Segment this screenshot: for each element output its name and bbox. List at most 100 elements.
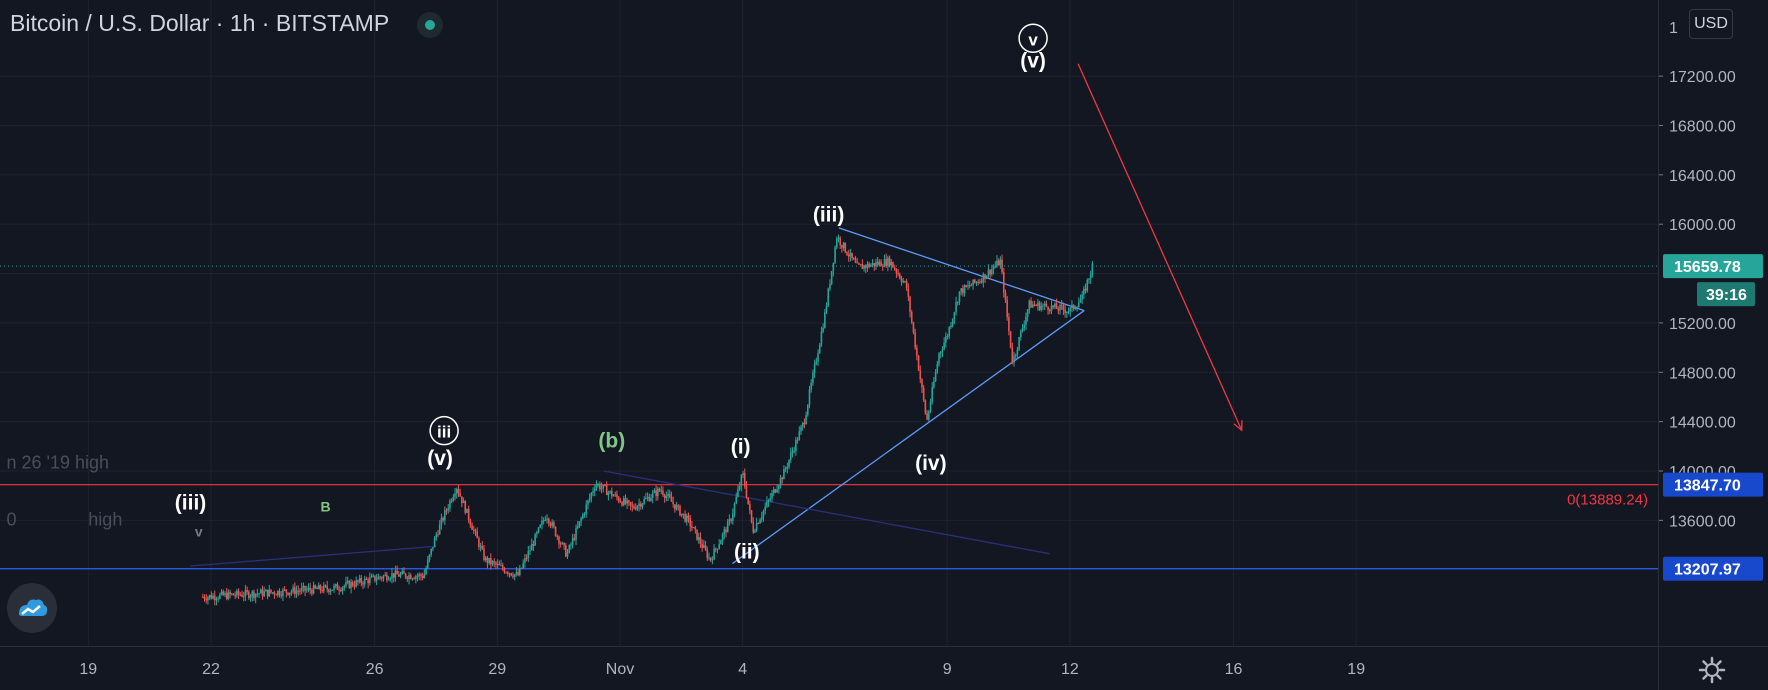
candle-body [294,587,296,595]
candlestick [542,517,545,525]
currency-button[interactable]: USD [1689,9,1733,39]
settings-gear-icon[interactable] [1697,655,1727,685]
candle-body [278,590,281,596]
candlestick [665,491,668,502]
candle-body [958,291,961,303]
candlestick [522,559,525,570]
candlestick [960,288,962,296]
candlestick [343,584,346,591]
candle-body [677,505,680,507]
symbol-title[interactable]: Bitcoin / U.S. Dollar · 1h · BITSTAMP [10,10,390,36]
candlestick [650,494,652,502]
candlestick [1008,312,1010,336]
candle-body [396,570,398,575]
candle-body [772,489,775,494]
projection-arrow-head [1233,420,1243,432]
candlestick [336,582,339,590]
candle-body [784,468,787,470]
candle-body [979,281,981,283]
candlestick [742,470,744,479]
candle-body [977,281,980,283]
candlestick [704,540,707,551]
candlestick [718,539,720,550]
wave-label: (ii) [734,541,760,564]
price-axis-tick: 15200.00 [1658,316,1736,333]
level-badge-blue-line: 13207.97 [1663,556,1763,581]
candle-body [377,576,380,580]
wave-label: (v) [1020,49,1046,72]
candle-body [1035,305,1037,307]
candlestick [1050,300,1053,315]
candle-body [808,389,811,405]
candle-body [735,496,738,504]
tradingview-logo-icon[interactable] [7,583,57,633]
candlestick [815,357,818,366]
candlestick [565,543,567,558]
candlestick [963,284,966,297]
candlestick [321,585,323,593]
candlestick [1052,305,1054,310]
candle-body [1004,292,1007,301]
drawing-label-faded: 0 [7,509,17,529]
candle-body [225,593,228,599]
candlestick [805,411,807,425]
candlestick [205,594,208,604]
candlestick [703,539,705,549]
candlestick [861,259,864,269]
candle-body [559,543,562,545]
candlestick [401,567,404,575]
candle-body [265,589,267,592]
candle-body [755,523,758,531]
candlestick [680,513,683,518]
candle-body [686,515,688,522]
candlestick [440,513,443,530]
candlestick [304,585,306,597]
candle-body [277,590,279,596]
candle-body [629,502,632,506]
candlestick [576,520,579,530]
candle-body [338,589,340,591]
candlestick [219,592,221,600]
candle-body [622,498,625,506]
candle-body [1023,324,1026,329]
candlestick [696,529,698,541]
candlestick [847,249,850,262]
candlestick [220,588,223,596]
price-tick-label: 17200.00 [1669,69,1736,86]
candlestick [370,573,373,578]
candle-body [912,322,915,333]
candle-body [604,484,606,486]
candle-body [921,379,923,388]
candlestick [733,502,736,518]
candlestick [771,490,773,503]
candlestick [1009,331,1012,349]
candle-body [817,353,819,362]
candlestick [1045,300,1048,308]
candlestick [501,562,504,571]
candle-body [565,545,567,557]
candlestick [619,497,622,503]
candlestick [1016,346,1019,360]
candle-body [304,585,306,591]
candlestick [369,572,371,586]
candle-body [984,274,986,279]
candlestick [217,596,219,603]
candlestick [922,384,925,403]
candlestick [1086,278,1089,293]
level-badge-red-line-text: 13847.70 [1674,478,1741,495]
candlestick [980,277,983,284]
candle-body [348,581,351,589]
candle-body [302,585,305,588]
candle-body [450,500,453,502]
candle-body [868,263,870,267]
candlestick [467,505,470,524]
candlestick [817,349,819,366]
candle-body [689,518,692,527]
market-open-status-icon[interactable] [417,12,443,38]
candle-body [1031,304,1034,308]
candlestick [663,493,666,503]
candlestick [846,251,848,257]
candle-body [438,524,441,535]
candle-body [428,554,431,560]
